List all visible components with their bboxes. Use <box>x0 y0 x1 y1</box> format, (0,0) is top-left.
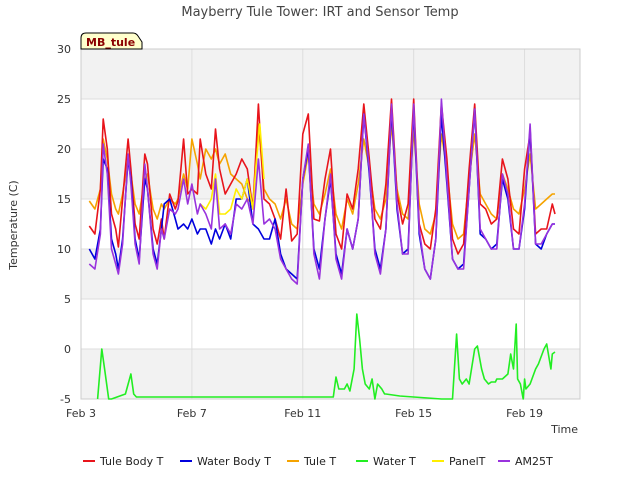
y-tick-label-1: 0 <box>64 343 71 356</box>
y-tick-label-3: 10 <box>57 243 71 256</box>
legend: Tule Body T Water Body T Tule T Water T Pane… <box>83 455 553 468</box>
background-band-3 <box>81 49 580 99</box>
series-line-panelt <box>199 123 265 215</box>
station-tag-box <box>80 32 143 50</box>
x-axis-ticks: Feb 3 Feb 7 Feb 11 Feb 15 Feb 19 <box>66 407 543 420</box>
gridlines <box>80 48 580 400</box>
legend-label-water-body-t: Water Body T <box>197 455 271 468</box>
legend-label-water-t: Water T <box>373 455 416 468</box>
x-tick-label-0: Feb 3 <box>66 407 96 420</box>
background-bands <box>81 49 580 399</box>
background-band-0 <box>81 349 580 399</box>
x-axis-title: Time <box>550 423 578 436</box>
legend-label-am25t: AM25T <box>515 455 553 468</box>
y-tick-label-6: 25 <box>57 93 71 106</box>
chart-title: Mayberry Tule Tower: IRT and Sensor Temp <box>181 5 458 20</box>
station-tag: MB_tule <box>80 32 143 50</box>
x-tick-label-2: Feb 11 <box>284 407 321 420</box>
series-line-tule-t <box>88 123 555 240</box>
x-tick-label-3: Feb 15 <box>395 407 432 420</box>
station-tag-label: MB_tule <box>86 36 135 49</box>
x-tick-label-4: Feb 19 <box>506 407 543 420</box>
legend-label-panelt: PanelT <box>449 455 486 468</box>
y-axis-title: Temperature (C) <box>7 180 20 270</box>
legend-label-tule-t: Tule T <box>303 455 336 468</box>
series-line-am25t <box>88 98 555 285</box>
series-line-water-t <box>96 313 556 400</box>
legend-label-tule-body-t: Tule Body T <box>99 455 164 468</box>
y-tick-label-2: 5 <box>64 293 71 306</box>
y-tick-label-5: 20 <box>57 143 71 156</box>
x-tick-label-1: Feb 7 <box>177 407 207 420</box>
y-axis-ticks: -5 0 5 10 15 20 25 30 <box>57 43 71 406</box>
series-layer <box>88 98 556 400</box>
plot-area-frame <box>80 48 581 400</box>
y-tick-label-7: 30 <box>57 43 71 56</box>
background-band-1 <box>81 249 580 299</box>
y-tick-label-4: 15 <box>57 193 71 206</box>
y-tick-label-0: -5 <box>60 393 71 406</box>
